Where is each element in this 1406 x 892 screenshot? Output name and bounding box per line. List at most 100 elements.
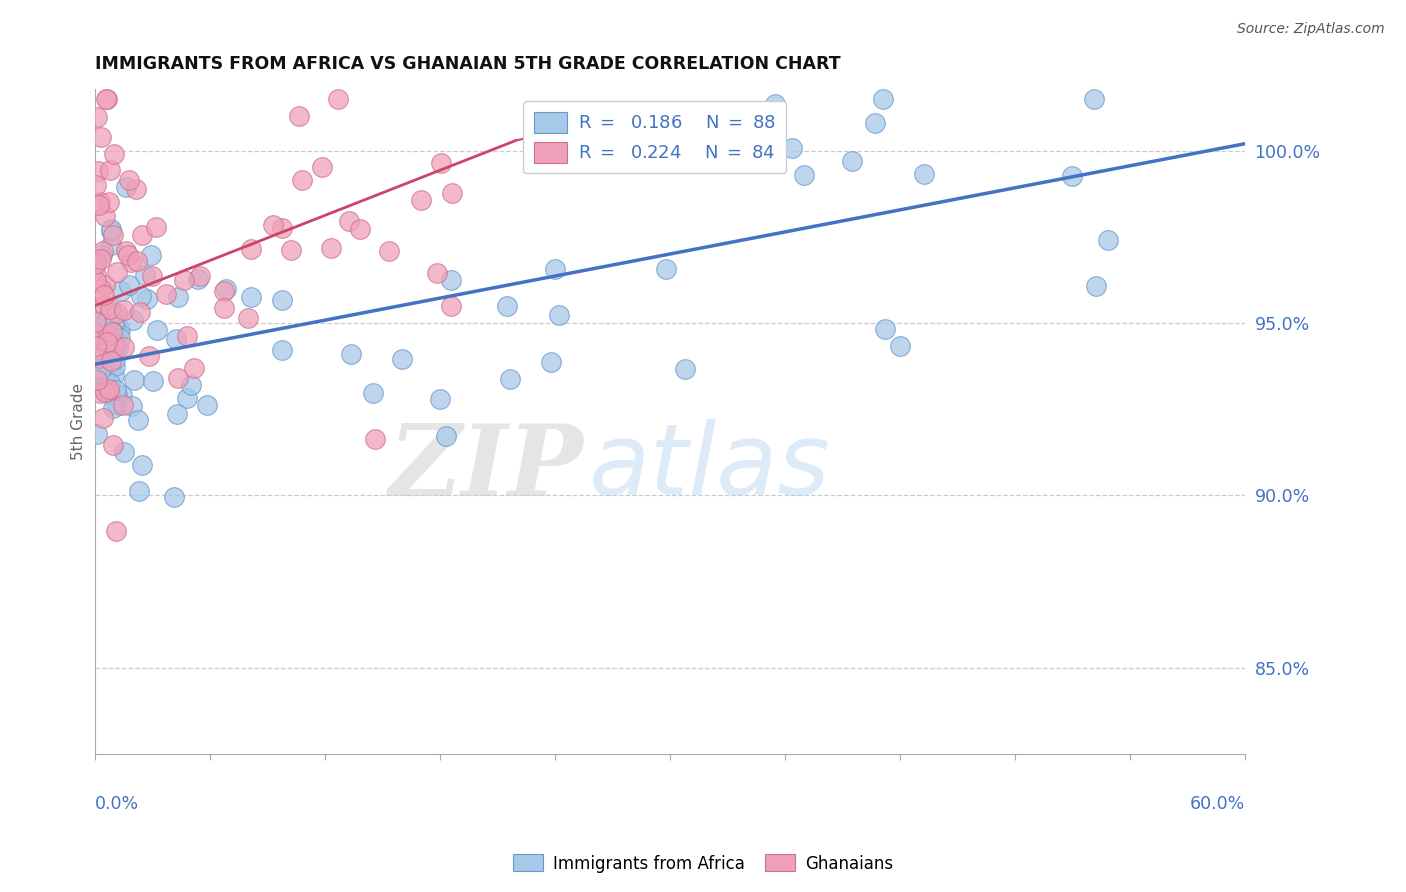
Point [271, 220, 294, 235]
Point [87, 197, 110, 211]
Text: ZIP: ZIP [388, 419, 583, 516]
Point [262, 218, 284, 232]
Point [142, 374, 165, 388]
Point [378, 244, 401, 258]
Point [165, 332, 187, 346]
Point [101, 438, 124, 452]
Point [426, 266, 449, 280]
Point [90, 252, 112, 266]
Point [673, 362, 696, 376]
Point [364, 432, 387, 446]
Point [89, 194, 111, 209]
Point [103, 147, 125, 161]
Point [1060, 169, 1083, 183]
Point [103, 326, 125, 341]
Point [101, 228, 124, 243]
Point [111, 398, 134, 412]
Point [361, 385, 384, 400]
Point [440, 299, 463, 313]
Point [240, 242, 263, 256]
Point [86, 306, 108, 320]
Point [104, 351, 127, 366]
Point [780, 141, 803, 155]
Point [105, 524, 128, 538]
Text: Source: ZipAtlas.com: Source: ZipAtlas.com [1237, 22, 1385, 37]
Point [121, 313, 143, 327]
Point [496, 299, 519, 313]
Point [98, 162, 121, 177]
Point [90, 361, 112, 376]
Point [124, 182, 146, 196]
Point [131, 227, 153, 242]
Text: 60.0%: 60.0% [1189, 796, 1244, 814]
Point [84, 268, 107, 282]
Point [93, 382, 115, 396]
Point [120, 255, 142, 269]
Point [90, 281, 112, 295]
Point [212, 284, 235, 298]
Point [319, 241, 342, 255]
Point [121, 400, 143, 414]
Point [134, 268, 156, 282]
Point [97, 328, 120, 343]
Point [117, 248, 139, 262]
Point [180, 378, 202, 392]
Point [765, 96, 787, 111]
Point [166, 407, 188, 421]
Point [793, 169, 815, 183]
Point [94, 342, 117, 356]
Point [108, 323, 131, 337]
Point [107, 341, 129, 355]
Point [440, 273, 463, 287]
Point [176, 391, 198, 405]
Point [548, 309, 571, 323]
Point [96, 313, 118, 327]
Text: 0.0%: 0.0% [94, 796, 139, 814]
Point [141, 268, 163, 283]
Text: IMMIGRANTS FROM AFRICA VS GHANAIAN 5TH GRADE CORRELATION CHART: IMMIGRANTS FROM AFRICA VS GHANAIAN 5TH G… [94, 55, 841, 73]
Point [434, 429, 457, 443]
Point [544, 262, 567, 277]
Point [127, 413, 149, 427]
Point [863, 116, 886, 130]
Point [87, 351, 110, 366]
Point [90, 129, 112, 144]
Point [841, 154, 863, 169]
Point [146, 322, 169, 336]
Point [118, 277, 141, 292]
Point [1085, 278, 1108, 293]
Point [86, 426, 108, 441]
Legend: $\mathregular{R\ =\ \ 0.186\ \ \ \ N\ =\ 88}$, $\mathregular{R\ =\ \ 0.224\ \ \ : $\mathregular{R\ =\ \ 0.186\ \ \ \ N\ =\… [523, 101, 786, 173]
Point [96, 92, 118, 106]
Point [311, 160, 333, 174]
Point [110, 285, 132, 299]
Point [100, 326, 122, 340]
Point [441, 186, 464, 200]
Text: atlas: atlas [589, 419, 831, 516]
Point [128, 483, 150, 498]
Point [131, 458, 153, 472]
Point [84, 339, 107, 353]
Point [271, 343, 294, 357]
Point [122, 372, 145, 386]
Point [94, 92, 117, 106]
Point [91, 411, 114, 425]
Point [105, 388, 128, 402]
Point [173, 273, 195, 287]
Point [215, 282, 238, 296]
Point [326, 92, 349, 106]
Point [101, 305, 124, 319]
Point [93, 244, 115, 258]
Point [391, 352, 413, 367]
Point [125, 253, 148, 268]
Point [540, 355, 562, 369]
Point [97, 383, 120, 397]
Point [104, 383, 127, 397]
Point [108, 331, 131, 345]
Point [349, 222, 371, 236]
Point [100, 354, 122, 368]
Point [94, 209, 117, 223]
Point [187, 271, 209, 285]
Point [86, 332, 108, 346]
Point [183, 360, 205, 375]
